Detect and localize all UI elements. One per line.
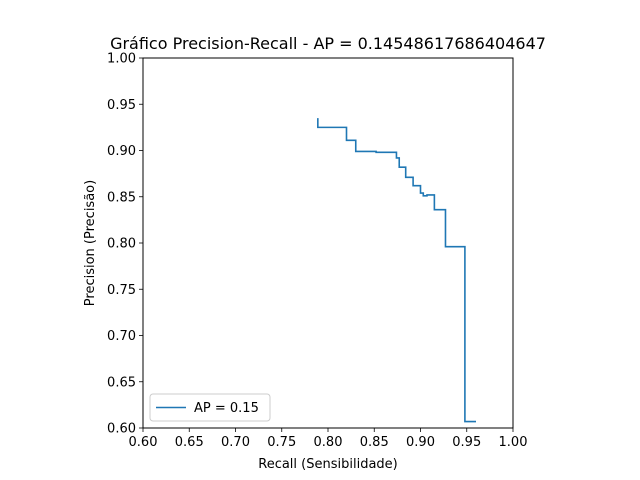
legend-entry-label: AP = 0.15 [194,401,259,416]
y-tick-label: 0.60 [107,422,136,437]
y-tick-label: 0.90 [107,144,136,159]
chart-title: Gráfico Precision-Recall - AP = 0.145486… [110,34,546,53]
x-axis-label: Recall (Sensibilidade) [258,457,398,472]
y-tick-label: 0.85 [107,190,136,205]
x-tick-label: 0.95 [452,435,481,450]
x-tick-label: 0.90 [406,435,435,450]
plot-frame [142,57,514,429]
y-axis-label: Precision (Precisão) [83,180,98,306]
x-tick-label: 0.75 [267,435,296,450]
legend-box [149,393,271,422]
plot-area [143,58,513,428]
y-tick-label: 0.95 [107,98,136,113]
y-tick-label: 0.80 [107,237,136,252]
curve-layer [317,118,476,423]
y-tick-label: 0.75 [107,283,136,298]
y-tick-label: 0.70 [107,329,136,344]
x-tick-label: 0.85 [360,435,389,450]
x-tick-label: 0.80 [314,435,343,450]
precision-recall-curve [317,118,476,423]
x-tick-label: 0.70 [221,435,250,450]
x-tick-label: 0.65 [175,435,204,450]
x-tick-label: 1.00 [499,435,528,450]
y-tick-label: 1.00 [107,52,136,67]
y-tick-label: 0.65 [107,375,136,390]
legend: AP = 0.15 [149,393,271,422]
ticks-layer: 0.60 0.65 0.70 0.75 0.80 0.85 0.90 0.95 1.00 0.60… [107,52,527,451]
x-tick-label: 0.60 [129,435,158,450]
